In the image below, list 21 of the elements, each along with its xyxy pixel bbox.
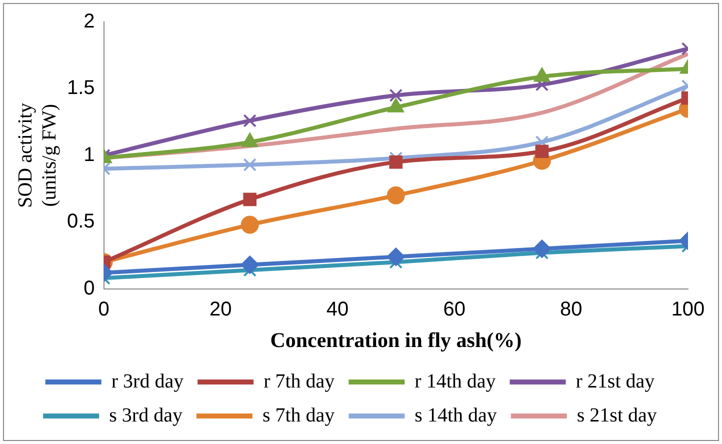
legend-label: s 7th day [262, 404, 335, 426]
legend-label: r 3rd day [111, 370, 184, 392]
legend-label: r 14th day [414, 370, 496, 392]
y-tick-label: 1.5 [66, 77, 95, 100]
x-tick-label: 20 [210, 298, 232, 320]
legend-label: r 7th day [264, 370, 335, 392]
x-tick-label: 80 [560, 298, 582, 320]
x-axis-title: Concentration in fly ash(%) [270, 328, 522, 352]
legend-label: s 3rd day [109, 404, 182, 426]
y-tick-label: 2 [84, 10, 95, 33]
y-tick-label: 1 [84, 144, 95, 166]
x-tick-label: 60 [443, 298, 466, 320]
x-tick-label: 100 [671, 298, 705, 320]
legend-label: s 14th day [414, 404, 497, 426]
x-tick-label: 0 [98, 298, 110, 320]
legend-label: s 21st day [576, 404, 657, 426]
y-axis-title: SOD activity (units/g FW) [14, 102, 60, 208]
legend-label: r 21st day [576, 370, 655, 392]
y-tick-label: 0.5 [66, 210, 95, 233]
x-tick-label: 40 [326, 298, 349, 320]
y-tick-label: 0 [84, 277, 95, 300]
